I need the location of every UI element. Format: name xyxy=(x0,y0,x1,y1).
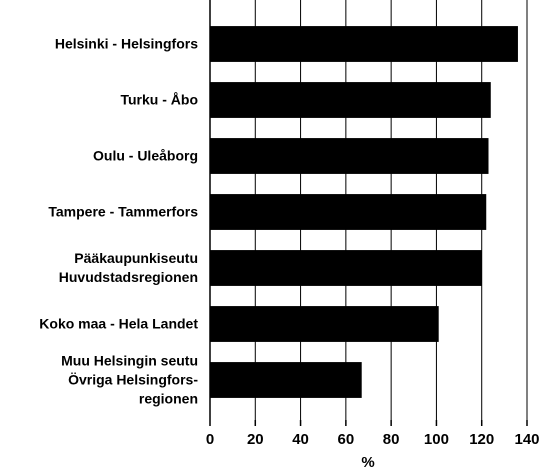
x-tick-label: 140 xyxy=(514,431,539,448)
bar xyxy=(210,26,518,62)
y-tick-label: Helsinki - Helsingfors xyxy=(54,35,198,52)
x-tick-label: 40 xyxy=(292,431,309,448)
bar xyxy=(210,362,362,398)
x-tick-label: 80 xyxy=(383,431,400,448)
bar xyxy=(210,250,482,286)
x-tick-label: 60 xyxy=(338,431,355,448)
y-tick-label: Muu Helsingin seutu Övriga Helsingfors- … xyxy=(61,352,198,407)
y-tick-label: Tampere - Tammerfors xyxy=(48,203,198,220)
bar xyxy=(210,306,439,342)
bar xyxy=(210,82,491,118)
y-tick-label: Koko maa - Hela Landet xyxy=(39,315,198,332)
y-tick-label: Pääkaupunkiseutu Huvudstadsregionen xyxy=(58,250,198,285)
x-tick-label: 20 xyxy=(247,431,264,448)
y-tick-label: Turku - Åbo xyxy=(120,91,198,108)
bar xyxy=(210,194,487,230)
y-tick-label: Oulu - Uleåborg xyxy=(93,147,198,164)
x-tick-label: 120 xyxy=(469,431,494,448)
x-tick-label: 0 xyxy=(206,431,214,448)
x-tick-label: 100 xyxy=(424,431,449,448)
bar xyxy=(210,138,489,174)
x-axis-label: % xyxy=(361,454,374,471)
